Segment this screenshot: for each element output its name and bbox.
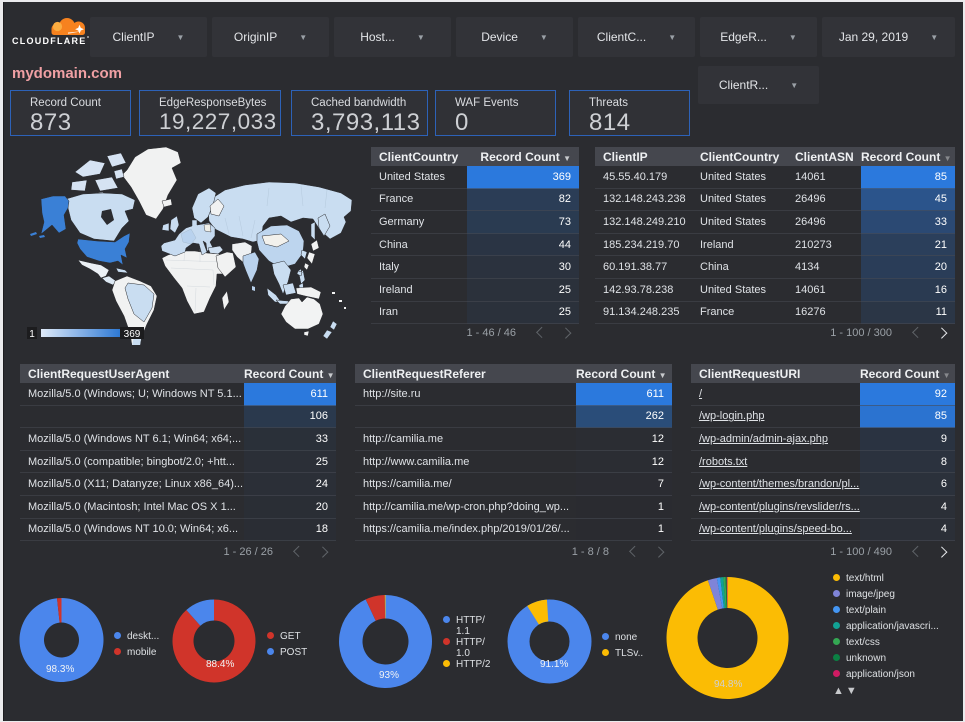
- svg-text:369: 369: [124, 329, 141, 340]
- svg-text:CLOUDFLARE: CLOUDFLARE: [12, 36, 87, 46]
- svg-text:1: 1: [29, 329, 35, 340]
